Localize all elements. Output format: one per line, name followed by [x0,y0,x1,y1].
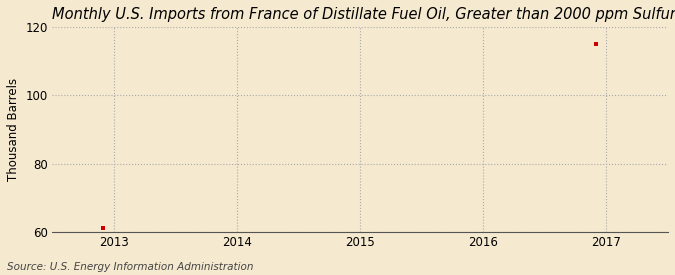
Text: Source: U.S. Energy Information Administration: Source: U.S. Energy Information Administ… [7,262,253,272]
Y-axis label: Thousand Barrels: Thousand Barrels [7,78,20,181]
Text: Monthly U.S. Imports from France of Distillate Fuel Oil, Greater than 2000 ppm S: Monthly U.S. Imports from France of Dist… [52,7,675,22]
